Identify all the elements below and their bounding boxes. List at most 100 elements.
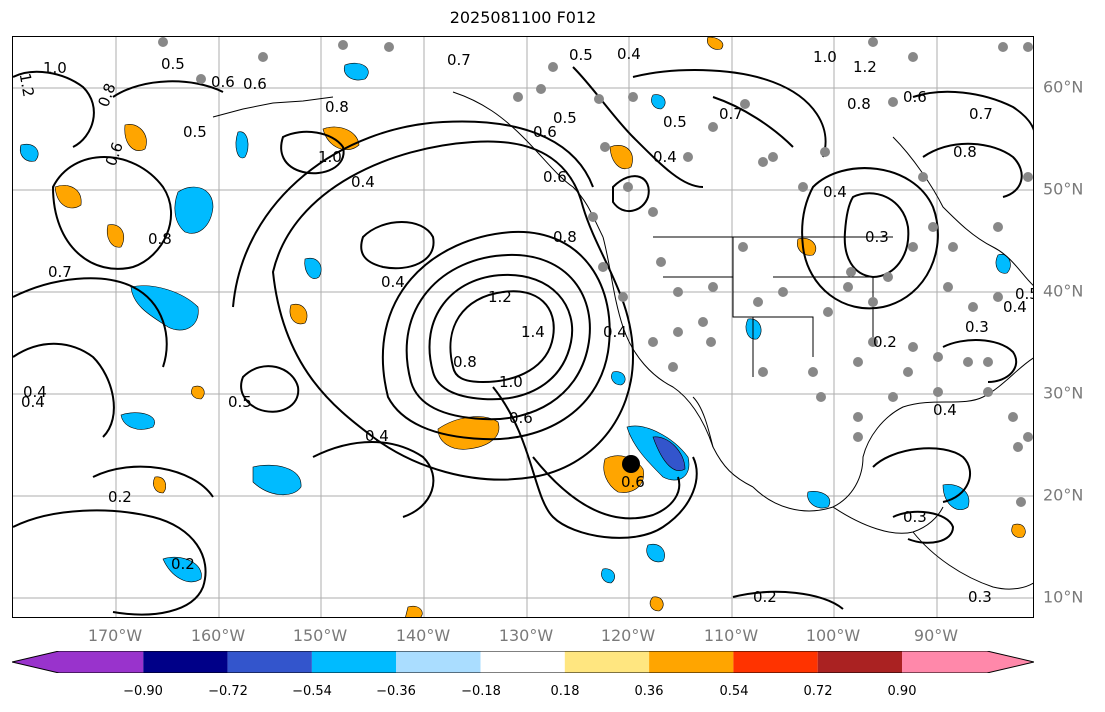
- contour-label: 0.8: [148, 230, 172, 248]
- contour-label: 1.0: [43, 59, 67, 77]
- contour-label: 0.6: [102, 140, 127, 169]
- contour-label: 0.6: [903, 88, 927, 106]
- contour-label: 0.3: [968, 588, 992, 606]
- contour-label-group: 1.2 1.0 0.8 0.5 0.6 0.7 0.5 0.4 0.5 0.7 …: [16, 45, 1034, 606]
- contour-label: 0.5: [569, 46, 593, 64]
- lon-label: 90°W: [913, 626, 959, 645]
- shading-blue: [20, 62, 1011, 584]
- colorbar-tick: −0.72: [208, 684, 248, 699]
- contour-label: 0.6: [621, 473, 645, 491]
- lat-label: 60°N: [1043, 77, 1084, 97]
- colorbar-tick: 0.90: [887, 684, 917, 699]
- contour-label: 0.5: [228, 393, 252, 411]
- contour-label: 0.7: [969, 105, 993, 123]
- lon-label: 130°W: [498, 626, 554, 645]
- lat-label: 50°N: [1043, 179, 1084, 199]
- contour-label: 0.5: [553, 109, 577, 127]
- colorbar-segment: [817, 651, 902, 673]
- lon-label: 120°W: [600, 626, 656, 645]
- lon-label: 140°W: [395, 626, 451, 645]
- colorbar-segment: [649, 651, 734, 673]
- storm-center-marker: [622, 455, 640, 473]
- colorbar-segment: [987, 651, 1034, 673]
- contour-label: 0.4: [365, 427, 389, 445]
- colorbar-segment: [733, 651, 818, 673]
- colorbar-tick: −0.36: [376, 684, 416, 699]
- colorbar-tick: 0.18: [550, 684, 580, 699]
- contour-label: 0.8: [453, 353, 477, 371]
- lat-label: 10°N: [1043, 587, 1084, 607]
- map-canvas: 1.2 1.0 0.8 0.5 0.6 0.7 0.5 0.4 0.5 0.7 …: [13, 37, 1034, 617]
- contour-label: 1.0: [318, 148, 342, 166]
- colorbar-segment: [12, 651, 59, 673]
- lon-label: 150°W: [292, 626, 348, 645]
- lat-label: 30°N: [1043, 383, 1084, 403]
- contour-label: 0.4: [653, 148, 677, 166]
- map-title: 2025081100 F012: [449, 8, 597, 27]
- contour-label: 0.6: [533, 123, 557, 141]
- lon-label: 110°W: [703, 626, 759, 645]
- contours: [13, 66, 1033, 616]
- colorbar-segment: [480, 651, 565, 673]
- contour-label: 0.5: [1015, 285, 1034, 303]
- map-panel: 1.2 1.0 0.8 0.5 0.6 0.7 0.5 0.4 0.5 0.7 …: [12, 36, 1034, 618]
- contour-label: 1.2: [488, 288, 512, 306]
- colorbar-tick: −0.54: [292, 684, 332, 699]
- colorbar-segment: [227, 651, 312, 673]
- contour-label: 0.5: [663, 113, 687, 131]
- colorbar-segment: [902, 651, 987, 673]
- contour-label: 0.6: [543, 168, 567, 186]
- contour-label: 0.3: [903, 508, 927, 526]
- contour-label: 0.6: [243, 75, 267, 93]
- contour-label: 1.4: [521, 323, 545, 341]
- colorbar-tick: −0.18: [461, 684, 501, 699]
- colorbar-segment: [311, 651, 397, 673]
- contour-label: 0.4: [1003, 298, 1027, 316]
- contour-label: 0.6: [509, 409, 533, 427]
- colorbar-segment: [564, 651, 650, 673]
- contour-label: 1.2: [16, 72, 38, 99]
- contour-label: 0.8: [325, 98, 349, 116]
- contour-label: 1.0: [813, 48, 837, 66]
- contour-label: 0.3: [965, 318, 989, 336]
- contour-label: 0.8: [847, 95, 871, 113]
- colorbar-segment: [396, 651, 481, 673]
- contour-label: 0.4: [603, 323, 627, 341]
- lat-label: 20°N: [1043, 485, 1084, 505]
- contour-label: 0.2: [171, 555, 195, 573]
- contour-label: 0.4: [351, 173, 375, 191]
- colorbar-tick: −0.90: [123, 684, 163, 699]
- colorbar-segment: [59, 651, 144, 673]
- contour-label: 0.7: [48, 263, 72, 281]
- contour-label: 1.2: [853, 58, 877, 76]
- contour-label: 0.4: [381, 273, 405, 291]
- contour-label: 0.2: [873, 333, 897, 351]
- contour-label: 0.6: [211, 73, 235, 91]
- lon-label: 160°W: [190, 626, 246, 645]
- contour-label: 0.4: [21, 393, 45, 411]
- contour-label: 0.3: [865, 228, 889, 246]
- contour-label: 0.7: [447, 51, 471, 69]
- lon-label: 100°W: [805, 626, 861, 645]
- contour-label: 0.8: [953, 143, 977, 161]
- contour-label: 1.0: [499, 373, 523, 391]
- lat-label: 40°N: [1043, 281, 1084, 301]
- colorbar-segment: [143, 651, 228, 673]
- contour-label: 0.7: [719, 105, 743, 123]
- colorbar-tick: 0.54: [719, 684, 749, 699]
- contour-label: 0.5: [183, 123, 207, 141]
- contour-label: 0.5: [161, 55, 185, 73]
- lon-label: 170°W: [87, 626, 143, 645]
- contour-label: 0.4: [933, 401, 957, 419]
- contour-label: 0.8: [553, 228, 577, 246]
- contour-label: 0.4: [23, 383, 47, 401]
- contour-label: 0.4: [823, 183, 847, 201]
- colorbar: [12, 651, 1034, 673]
- colorbar-tick: 0.72: [803, 684, 833, 699]
- contour-label: 0.4: [617, 45, 641, 63]
- colorbar-tick: 0.36: [634, 684, 664, 699]
- shading-darkblue: [652, 436, 686, 471]
- station-dots: [158, 37, 1033, 507]
- contour-label: 0.2: [753, 588, 777, 606]
- contour-label: 0.2: [108, 488, 132, 506]
